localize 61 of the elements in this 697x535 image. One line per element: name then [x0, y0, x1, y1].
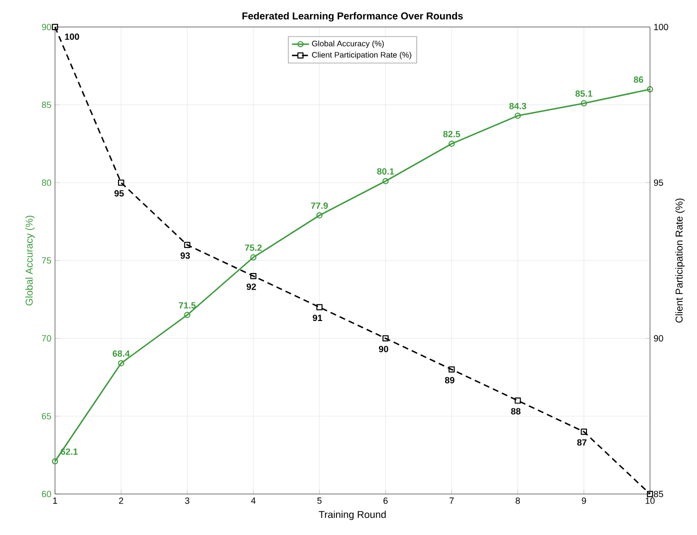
y-tick-label: 75	[42, 257, 52, 264]
y2-tick-label: 100	[654, 24, 668, 30]
data-label: 82.5	[443, 130, 460, 138]
data-label: 71.5	[178, 302, 196, 308]
point	[580, 100, 587, 106]
data-label: 91	[312, 314, 322, 322]
point	[250, 254, 256, 260]
point	[52, 24, 58, 30]
x-tick-label: 1	[53, 498, 58, 504]
data-label: 88	[511, 408, 521, 414]
data-label: 93	[180, 252, 190, 259]
point	[448, 366, 455, 373]
y2-axis-title: Client Participation Rate (%)	[675, 198, 685, 323]
y-axis-title: Global Accuracy (%)	[25, 216, 35, 306]
y-tick-label: 65	[42, 412, 52, 420]
y2-tick-label: 95	[654, 179, 664, 186]
x-tick-label: 10	[646, 498, 655, 504]
data-label: 100	[65, 34, 80, 40]
data-label: 80.1	[377, 168, 394, 175]
x-axis-title: Training Round	[318, 510, 386, 520]
data-label: 87	[577, 439, 586, 446]
data-label: 86	[634, 76, 644, 83]
point	[184, 242, 190, 248]
point	[514, 112, 521, 119]
x-tick-label: 3	[185, 498, 190, 504]
chart-title: Federated Learning Performance Over Rounds	[242, 12, 463, 22]
point	[250, 272, 256, 280]
y-tick-label: 60	[42, 490, 52, 498]
y2-tick-label: 85	[654, 490, 664, 498]
point	[448, 140, 455, 147]
data-label: 85.1	[575, 90, 592, 97]
x-tick-label: 4	[251, 498, 256, 504]
point	[382, 178, 389, 184]
x-tick-label: 5	[317, 498, 322, 504]
point	[118, 180, 124, 186]
data-label: 84.3	[509, 102, 526, 110]
x-tick-label: 6	[384, 498, 388, 504]
point	[580, 428, 587, 435]
x-tick-label: 2	[119, 498, 124, 504]
data-label: 90	[378, 346, 388, 352]
point	[118, 360, 124, 366]
point	[316, 304, 323, 310]
x-tick-label: 8	[516, 498, 520, 504]
data-label: 92	[246, 284, 256, 290]
y2-tick-label: 90	[654, 335, 664, 342]
point	[382, 335, 389, 342]
y-tick-label: 80	[42, 179, 52, 186]
data-label: 95	[114, 190, 124, 197]
y-tick-label: 85	[42, 102, 52, 108]
point	[514, 398, 521, 404]
x-tick-label: 9	[582, 498, 586, 504]
data-label: 75.2	[245, 244, 262, 251]
point	[316, 212, 323, 218]
point	[646, 490, 654, 498]
point	[184, 312, 190, 318]
y-tick-label: 90	[42, 24, 52, 30]
data-label: 89	[444, 376, 454, 384]
data-label: 77.9	[311, 202, 328, 209]
x-tick-label: 7	[450, 498, 454, 504]
data-label: 68.4	[112, 350, 130, 357]
y-tick-label: 70	[42, 335, 52, 342]
